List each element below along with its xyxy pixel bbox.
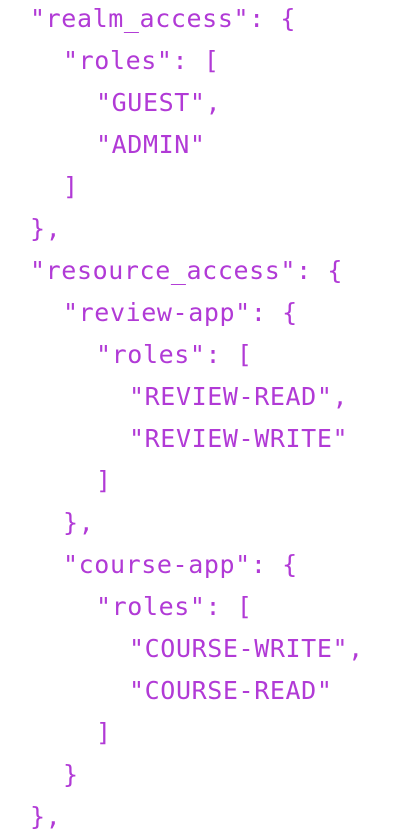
code-line: },	[30, 802, 62, 831]
code-line: "GUEST",	[96, 88, 222, 117]
code-line: "ADMIN"	[96, 130, 206, 159]
code-line: "COURSE-READ"	[129, 676, 333, 705]
code-line: "COURSE-WRITE",	[129, 634, 364, 663]
code-line: "review-app": {	[63, 298, 298, 327]
code-line: "course-app": {	[63, 550, 298, 579]
code-line: "REVIEW-READ",	[129, 382, 349, 411]
code-line: }	[63, 760, 79, 789]
code-line: "realm_access": {	[30, 4, 297, 33]
code-line: ]	[63, 172, 79, 201]
code-line: ]	[96, 466, 112, 495]
code-line: "roles": [	[96, 340, 253, 369]
code-line: "REVIEW-WRITE"	[129, 424, 349, 453]
code-line: "resource_access": {	[30, 256, 344, 285]
code-line: "roles": [	[96, 592, 253, 621]
code-line: },	[63, 508, 95, 537]
code-line: },	[30, 214, 62, 243]
code-line: ]	[96, 718, 112, 747]
code-line: "roles": [	[63, 46, 220, 75]
